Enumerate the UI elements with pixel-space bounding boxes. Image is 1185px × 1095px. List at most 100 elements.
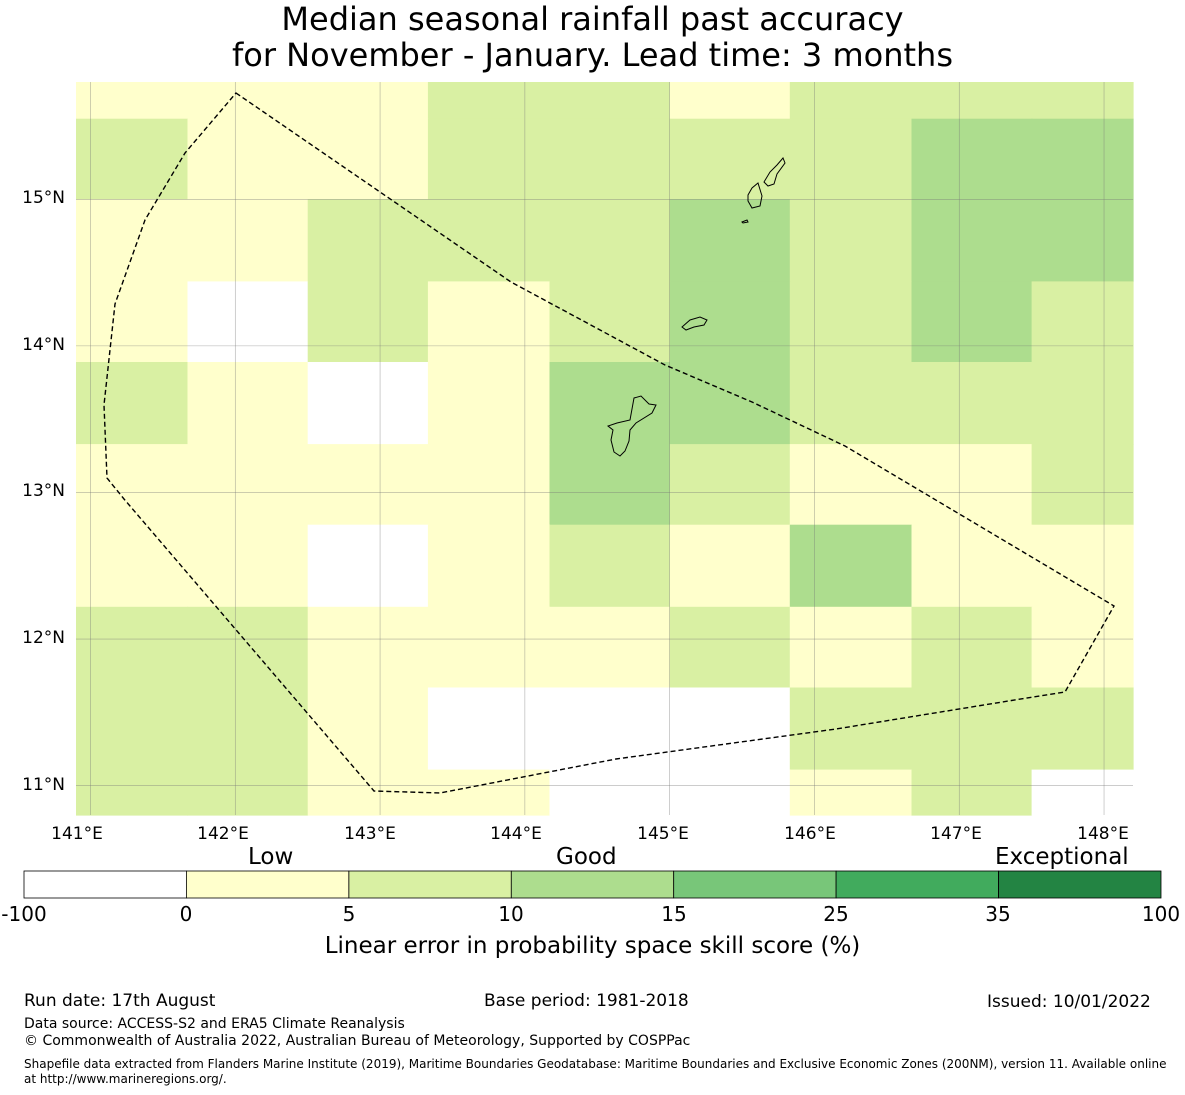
skill-cell [669,524,791,608]
colorbar-tick: 0 [179,902,193,926]
saipan-island [763,157,786,187]
lon-label-144e: 144°E [490,824,542,844]
skill-cell [76,82,189,120]
skill-cell [669,199,791,282]
colorbar-tick: -100 [1,902,47,926]
skill-cell [187,118,309,200]
lon-label-147e: 147°E [930,824,982,844]
aguijan-island [741,219,749,224]
lon-label-145e: 145°E [637,824,689,844]
skill-cell [1031,82,1134,120]
copyright: © Commonwealth of Australia 2022, Austra… [24,1033,691,1049]
skill-cell [76,606,189,688]
skill-cell [911,606,1033,688]
lat-label-14n: 14°N [22,335,65,355]
skill-cell [307,444,429,526]
skill-cell [669,281,791,363]
skill-cell [549,687,671,771]
lon-label-143e: 143°E [344,824,396,844]
colorbar-swatch [835,870,999,899]
skill-cell [427,606,551,688]
skill-cell [1031,769,1134,816]
skill-cell [76,362,189,445]
rota-island [681,316,708,331]
skill-cell [307,82,429,120]
skill-cell [307,524,429,608]
map-title-line1: Median seasonal rainfall past accuracy [281,0,904,38]
skill-cell [789,606,912,688]
map-title-line2: for November - January. Lead time: 3 mon… [232,36,953,74]
skill-cell [427,769,551,816]
skill-cell [789,199,912,282]
skill-cell [911,82,1033,120]
skill-cell [76,769,189,816]
colorbar-swatch [673,870,837,899]
skill-cell [911,769,1033,816]
map-gridlines [76,82,1133,815]
colorbar-tick: 100 [1141,902,1181,926]
skill-cell [549,769,671,816]
skill-cell [549,524,671,608]
skill-cell [427,687,551,771]
skill-cell [307,769,429,816]
skill-cell [76,444,189,526]
skill-cell [789,687,912,771]
colorbar-tick: 5 [342,902,356,926]
skill-cell [76,118,189,200]
colorbar [23,870,1162,899]
skill-cell [427,199,551,282]
skill-cell [1031,362,1134,445]
skill-cell [427,281,551,363]
skill-cell [789,362,912,445]
skill-cell [669,687,791,771]
skill-cell [187,199,309,282]
lat-label-15n: 15°N [22,188,65,208]
colorbar-swatch [998,870,1162,899]
skill-cell [789,444,912,526]
colorbar-tick: 10 [498,902,524,926]
lat-label-12n: 12°N [22,628,65,648]
skill-cell [427,444,551,526]
eez-boundary [103,92,1115,794]
colorbar-tick: 15 [661,902,687,926]
skill-cell [669,82,791,120]
tinian-island [747,182,763,209]
skill-cell [427,118,551,200]
skill-cell [911,444,1033,526]
skill-cell [789,118,912,200]
skill-cell [669,606,791,688]
skill-grid-cells [76,82,1134,816]
skill-cell [911,118,1033,200]
skill-cell [549,118,671,200]
guam-island [606,395,657,457]
issued-date: Issued: 10/01/2022 [987,992,1151,1012]
skill-cell [789,769,912,816]
skill-cell [549,606,671,688]
skill-cell [427,362,551,445]
skill-cell [307,199,429,282]
skill-cell [187,82,309,120]
skill-cell [789,281,912,363]
lon-label-142e: 142°E [197,824,249,844]
skill-cell [187,444,309,526]
skill-cell [911,281,1033,363]
skill-cell [187,769,309,816]
skill-cell [307,118,429,200]
colorbar-tick: 25 [823,902,849,926]
skill-cell [911,687,1033,771]
base-period: Base period: 1981-2018 [484,991,689,1011]
category-low: Low [248,844,294,870]
run-date: Run date: 17th August [24,991,216,1011]
colorbar-swatch [510,870,675,899]
category-exceptional: Exceptional [995,844,1129,870]
skill-cell [789,82,912,120]
skill-cell [669,444,791,526]
lon-label-148e: 148°E [1077,824,1129,844]
skill-cell [307,606,429,688]
colorbar-swatch [348,870,512,899]
skill-cell [307,687,429,771]
skill-cell [911,362,1033,445]
skill-cell [187,524,309,608]
skill-cell [1031,118,1134,200]
